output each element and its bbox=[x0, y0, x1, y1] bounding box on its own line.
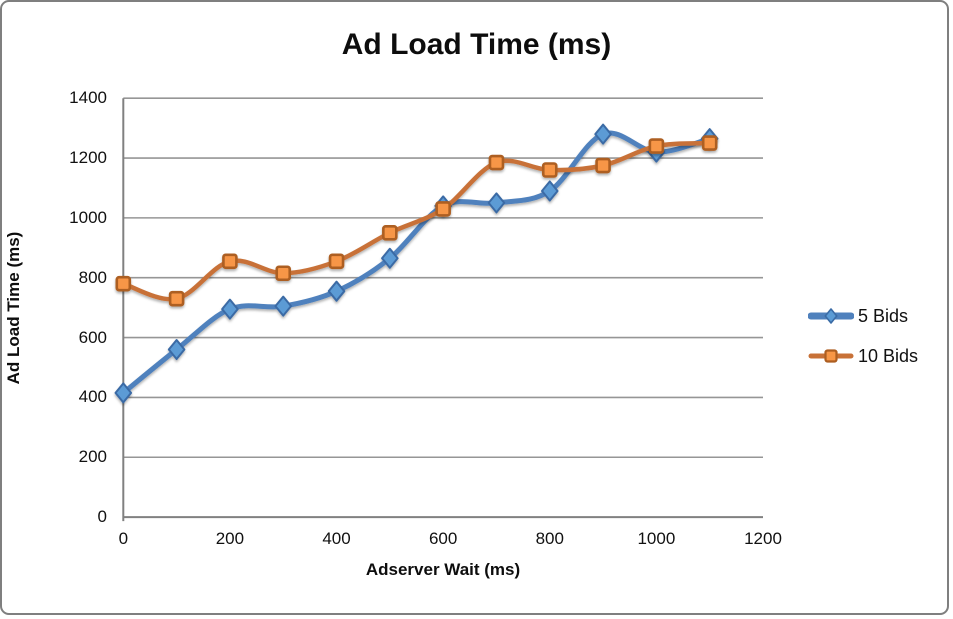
legend: 5 Bids 10 Bids bbox=[807, 304, 918, 384]
diamond-marker bbox=[167, 339, 186, 361]
x-tick-label: 200 bbox=[215, 529, 245, 548]
y-tick-label: 1000 bbox=[69, 207, 107, 227]
series-line-marker-icon bbox=[807, 305, 855, 327]
square-marker bbox=[115, 275, 132, 292]
series-line bbox=[121, 140, 712, 302]
y-tick-label: 800 bbox=[78, 267, 107, 287]
square-marker bbox=[275, 265, 292, 282]
diamond-marker bbox=[381, 247, 399, 269]
x-tick-label: 0 bbox=[118, 529, 129, 548]
x-axis-title: Adserver Wait (ms) bbox=[365, 560, 521, 579]
x-tick-label: 400 bbox=[322, 529, 351, 548]
square-marker bbox=[382, 225, 398, 241]
square-marker bbox=[648, 138, 665, 154]
diamond-marker bbox=[594, 123, 612, 145]
diamond-marker bbox=[327, 280, 346, 302]
square-marker bbox=[328, 253, 345, 270]
square-marker bbox=[541, 162, 558, 178]
y-tick-label: 0 bbox=[97, 507, 107, 527]
y-tick-label: 1200 bbox=[69, 148, 107, 168]
diamond-marker bbox=[540, 180, 559, 202]
series-5-bids bbox=[114, 123, 719, 404]
square-marker bbox=[488, 154, 505, 171]
y-tick-label: 400 bbox=[78, 387, 107, 407]
diamond-marker bbox=[487, 192, 506, 214]
square-marker bbox=[168, 290, 185, 307]
square-marker bbox=[595, 157, 611, 174]
diamond-marker bbox=[114, 382, 133, 404]
y-tick-label: 1400 bbox=[69, 88, 107, 108]
legend-item-10-bids: 10 Bids bbox=[808, 344, 918, 368]
y-tick-label: 600 bbox=[78, 327, 107, 347]
legend-item-5-bids: 5 Bids bbox=[807, 304, 918, 328]
series-line bbox=[120, 130, 713, 396]
x-tick-label: 800 bbox=[535, 529, 564, 548]
diamond-marker bbox=[221, 298, 239, 320]
legend-label: 5 Bids bbox=[858, 305, 909, 326]
x-tick-label: 600 bbox=[428, 529, 458, 548]
square-marker bbox=[222, 253, 238, 270]
y-tick-label: 200 bbox=[78, 447, 107, 467]
chart-title: Ad Load Time (ms) bbox=[341, 28, 612, 61]
square-marker-icon bbox=[824, 349, 838, 363]
x-tick-label: 1000 bbox=[637, 529, 676, 548]
x-tick-label: 1200 bbox=[744, 529, 782, 548]
y-axis-title: Ad Load Time (ms) bbox=[4, 231, 23, 385]
diamond-marker bbox=[274, 295, 293, 317]
square-marker bbox=[435, 201, 451, 217]
square-marker bbox=[701, 135, 718, 151]
diamond-marker-icon bbox=[824, 308, 838, 324]
series-line-marker-icon bbox=[808, 345, 854, 367]
legend-label: 10 Bids bbox=[858, 345, 919, 366]
series-10-bids bbox=[115, 135, 718, 307]
